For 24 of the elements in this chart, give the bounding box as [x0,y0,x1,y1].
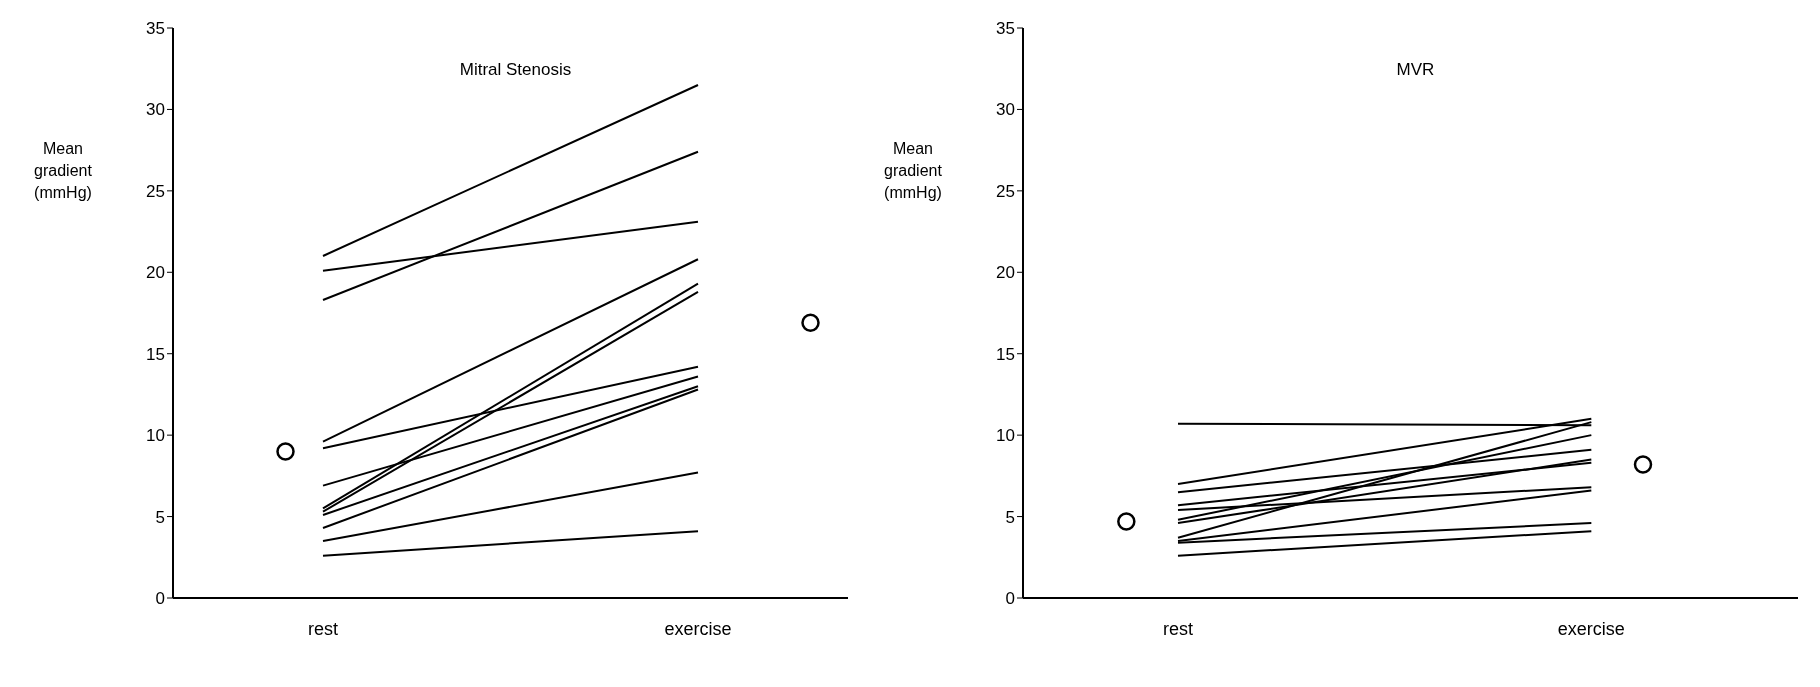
text: MVR [1395,60,1436,80]
y-axis-title: Mean gradient (mmHg) [33,139,93,203]
y-tick-label: 5 [155,507,165,527]
x-tick-label: exercise [664,618,732,639]
x-tick-label: rest [1162,618,1194,639]
y-tick-label: 25 [146,181,165,201]
y-tick-label: 35 [146,19,165,39]
y-axis-title: Mean gradient (mmHg) [883,139,943,203]
y-tick-label: 25 [996,181,1015,201]
y-tick-label: 10 [146,426,165,446]
y-tick-label: 20 [146,263,165,283]
y-tick-label: 30 [146,100,165,120]
y-tick-label: 15 [146,344,165,364]
y-tick-label: 30 [996,100,1015,120]
y-tick-label: 5 [1005,507,1015,527]
y-tick-label: 10 [996,426,1015,446]
y-tick-label: 15 [996,344,1015,364]
x-tick-label: exercise [1557,618,1625,639]
x-tick-label: rest [307,618,339,639]
y-tick-label: 0 [1005,589,1015,609]
y-tick-label: 20 [996,263,1015,283]
y-tick-label: 0 [155,589,165,609]
y-tick-label: 35 [996,19,1015,39]
text: Mitral Stenosis [458,60,573,80]
